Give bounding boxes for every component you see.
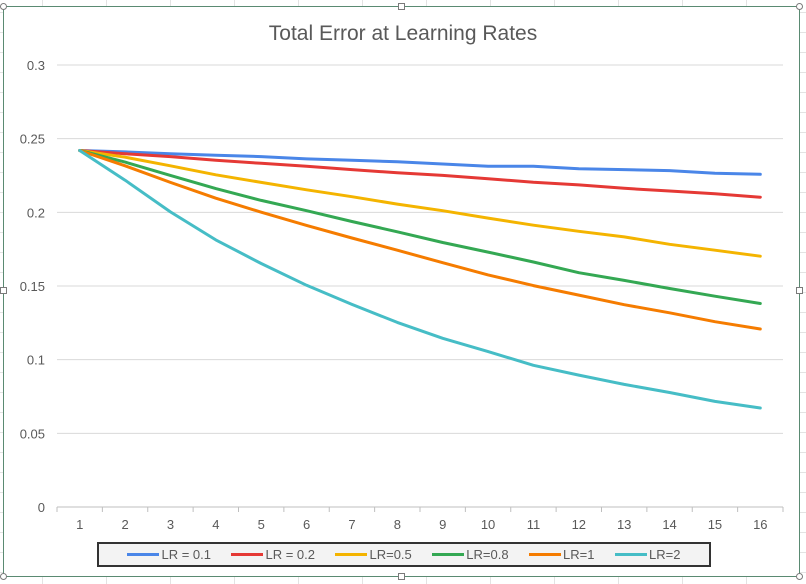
- y-tick-label: 0.05: [20, 426, 45, 441]
- resize-handle-left[interactable]: [0, 287, 7, 294]
- y-tick-label: 0.25: [20, 132, 45, 147]
- legend-item[interactable]: LR=0.8: [432, 547, 509, 562]
- legend-item[interactable]: LR = 0.1: [127, 547, 211, 562]
- series-line-lr-0-8[interactable]: [78, 149, 762, 305]
- x-tick-label: 14: [662, 517, 676, 532]
- legend-swatch: [529, 553, 562, 556]
- legend-swatch: [127, 553, 160, 556]
- legend-label: LR=2: [648, 547, 681, 562]
- y-tick-label: 0.1: [27, 353, 45, 368]
- resize-handle-bottom[interactable]: [398, 573, 405, 580]
- legend-item[interactable]: LR=2: [614, 547, 681, 562]
- x-tick-label: 4: [212, 517, 219, 532]
- x-tick-label: 1: [76, 517, 83, 532]
- legend-item[interactable]: LR = 0.2: [231, 547, 315, 562]
- series-line-lr-0-2[interactable]: [78, 149, 762, 199]
- x-tick-label: 10: [481, 517, 495, 532]
- resize-handle-top[interactable]: [398, 3, 405, 10]
- legend-label: LR=1: [563, 547, 595, 562]
- legend-item[interactable]: LR=0.5: [335, 547, 412, 562]
- chart-title: Total Error at Learning Rates: [269, 22, 537, 45]
- y-tick-label: 0.3: [27, 58, 45, 73]
- x-tick-label: 7: [348, 517, 355, 532]
- legend-swatch: [614, 553, 647, 556]
- series-line-lr-0-1[interactable]: [78, 149, 762, 176]
- series-line-lr-2[interactable]: [78, 149, 762, 410]
- y-tick-label: 0.2: [27, 205, 45, 220]
- series-lines: [78, 149, 762, 410]
- x-tick-label: 3: [167, 517, 174, 532]
- x-tick-label: 5: [258, 517, 265, 532]
- x-tick-label: 2: [121, 517, 128, 532]
- legend-label: LR=0.8: [466, 547, 509, 562]
- chart-container[interactable]: [3, 6, 800, 577]
- axes: 00.050.10.150.20.250.31 2 3 4 5 6 7 8 9 10 11 12 13 1…: [20, 58, 784, 532]
- x-tick-label: 9: [439, 517, 446, 532]
- legend-item[interactable]: LR=1: [529, 547, 595, 562]
- x-tick-label: 13: [617, 517, 631, 532]
- resize-handle-bottom-right[interactable]: [796, 573, 803, 580]
- legend-swatch: [335, 553, 368, 556]
- legend-swatch: [231, 553, 264, 556]
- resize-handle-bottom-left[interactable]: [0, 573, 7, 580]
- x-tick-label: 6: [303, 517, 310, 532]
- gridlines: [57, 64, 783, 434]
- legend[interactable]: LR = 0.1 LR = 0.2 LR=0.5 LR=0.8 LR=1 LR=2: [97, 542, 711, 567]
- x-tick-label: 15: [708, 517, 722, 532]
- y-tick-label: 0.15: [20, 279, 45, 294]
- x-tick-label: 11: [527, 517, 541, 532]
- x-tick-label: 16: [753, 517, 767, 532]
- legend-label: LR = 0.1: [161, 547, 211, 562]
- legend-swatch: [432, 553, 465, 556]
- series-line-lr-0-5[interactable]: [78, 149, 762, 258]
- x-tick-label: 12: [572, 517, 586, 532]
- resize-handle-top-left[interactable]: [0, 3, 7, 10]
- resize-handle-top-right[interactable]: [796, 3, 803, 10]
- legend-label: LR=0.5: [369, 547, 412, 562]
- resize-handle-right[interactable]: [796, 287, 803, 294]
- legend-label: LR = 0.2: [265, 547, 315, 562]
- y-tick-label: 0: [38, 500, 45, 515]
- x-tick-label: 8: [394, 517, 401, 532]
- series-line-lr-1[interactable]: [78, 149, 762, 331]
